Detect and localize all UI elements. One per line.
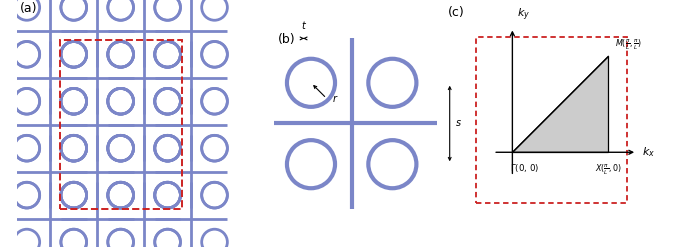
Text: $k_x$: $k_x$	[642, 145, 655, 159]
Text: (c): (c)	[448, 6, 464, 19]
Bar	[60, 40, 182, 209]
Text: (a): (a)	[19, 2, 37, 16]
Text: $t$: $t$	[301, 19, 307, 31]
Text: $s$: $s$	[456, 119, 462, 128]
Polygon shape	[512, 56, 608, 152]
Text: (b): (b)	[277, 33, 295, 46]
Text: $M(\frac{\pi}{L}, \frac{\pi}{L})$: $M(\frac{\pi}{L}, \frac{\pi}{L})$	[616, 37, 643, 52]
Text: $r$: $r$	[332, 93, 338, 104]
Text: $X(\frac{\pi}{L}, 0)$: $X(\frac{\pi}{L}, 0)$	[595, 162, 622, 177]
Bar	[477, 37, 627, 203]
Text: $k_y$: $k_y$	[517, 6, 530, 23]
Text: $\mathit{\Gamma}$(0, 0): $\mathit{\Gamma}$(0, 0)	[510, 162, 539, 174]
